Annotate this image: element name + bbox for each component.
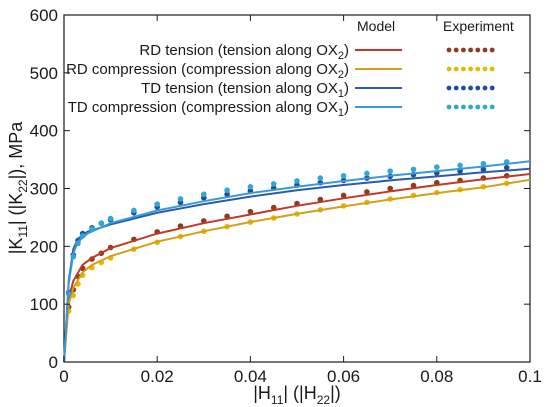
legend-experiment-swatch-dot bbox=[482, 66, 488, 72]
experiment-point bbox=[294, 178, 300, 184]
experiment-point bbox=[131, 207, 137, 214]
experiment-point bbox=[247, 183, 254, 190]
experiment-point bbox=[480, 160, 487, 167]
experiment-point bbox=[154, 201, 160, 207]
legend-entry-2: RD compression (compression along OX2) bbox=[66, 61, 495, 81]
x-tick-label: 0.1 bbox=[518, 367, 542, 386]
experiment-point bbox=[503, 164, 510, 171]
legend-label: RD compression (compression along OX2) bbox=[66, 61, 349, 81]
experiment-point bbox=[387, 168, 394, 174]
experiment-point bbox=[98, 220, 105, 226]
legend-experiment-swatch-dot bbox=[489, 66, 495, 72]
legend-experiment-swatch-dot bbox=[482, 47, 488, 53]
x-tick-label: 0.04 bbox=[234, 367, 267, 386]
experiment-point bbox=[177, 196, 184, 202]
y-tick-label: 0 bbox=[49, 353, 58, 372]
legend-experiment-swatch-dot bbox=[446, 85, 452, 91]
legend-rows: RD tension (tension along OX2)RD compres… bbox=[66, 42, 495, 119]
experiment-point bbox=[457, 162, 463, 169]
legend-label: RD tension (tension along OX2) bbox=[139, 42, 349, 62]
legend-experiment-swatch-dot bbox=[453, 47, 459, 53]
legend-experiment-swatch-dot bbox=[475, 85, 481, 91]
legend-experiment-swatch-dot bbox=[475, 66, 481, 72]
tick-layer: 0 0.02 0.04 0.06 0.08 0.1 0 100 200 300 400 500 600 bbox=[30, 6, 542, 386]
legend-experiment-swatch-dot bbox=[453, 85, 459, 91]
model-line bbox=[63, 178, 531, 363]
y-tick-label: 300 bbox=[30, 180, 58, 199]
x-tick-label: 0.02 bbox=[141, 367, 174, 386]
series-3 bbox=[63, 164, 531, 363]
experiment-point bbox=[224, 191, 230, 198]
legend-experiment-swatch-dot bbox=[468, 85, 473, 91]
legend-header-model: Model bbox=[357, 18, 395, 34]
legend-experiment-swatch-dot bbox=[468, 66, 473, 72]
legend-entry-3: TD tension (tension along OX1) bbox=[141, 80, 495, 100]
x-tick-label: 0.06 bbox=[327, 367, 360, 386]
legend-experiment-swatch-dot bbox=[446, 66, 452, 72]
legend-label: TD tension (tension along OX1) bbox=[141, 80, 349, 100]
legend-experiment-swatch-dot bbox=[489, 85, 495, 91]
experiment-point bbox=[364, 170, 370, 177]
experiment-point bbox=[247, 208, 254, 215]
x-axis-title: |H11| (|H22|) bbox=[253, 383, 341, 407]
legend-experiment-swatch-dot bbox=[446, 47, 452, 53]
y-tick-label: 600 bbox=[30, 6, 58, 25]
series-2 bbox=[63, 178, 531, 363]
legend-experiment-swatch-dot bbox=[489, 104, 495, 110]
legend-entry-4: TD compression (compression along OX1) bbox=[68, 99, 495, 119]
legend-experiment-swatch-dot bbox=[468, 47, 473, 53]
y-tick-label: 400 bbox=[30, 122, 58, 141]
experiment-point bbox=[340, 192, 347, 199]
legend-experiment-swatch-dot bbox=[461, 47, 466, 53]
model-line bbox=[63, 160, 531, 363]
legend-experiment-swatch-dot bbox=[453, 104, 459, 110]
legend: Model Experiment RD tension (tension alo… bbox=[66, 18, 514, 119]
legend-experiment-swatch-dot bbox=[468, 104, 473, 110]
experiment-point bbox=[270, 181, 277, 187]
series-1 bbox=[63, 172, 531, 363]
legend-experiment-swatch-dot bbox=[482, 104, 488, 110]
legend-label: TD compression (compression along OX1) bbox=[68, 99, 349, 119]
y-tick-label: 500 bbox=[30, 64, 58, 83]
legend-experiment-swatch-dot bbox=[489, 47, 495, 53]
experiment-point bbox=[410, 166, 417, 173]
legend-experiment-swatch-dot bbox=[453, 66, 459, 72]
legend-experiment-swatch-dot bbox=[461, 104, 466, 110]
y-tick-label: 100 bbox=[30, 295, 58, 314]
x-tick-label: 0 bbox=[59, 367, 68, 386]
experiment-point bbox=[480, 166, 487, 173]
experiment-point bbox=[224, 187, 230, 194]
y-axis-title: |K11| (|K22|), MPa bbox=[6, 121, 30, 255]
experiment-point bbox=[317, 175, 324, 181]
legend-experiment-swatch-dot bbox=[475, 104, 481, 110]
legend-experiment-swatch-dot bbox=[475, 47, 481, 53]
series-layer bbox=[63, 159, 531, 363]
legend-experiment-swatch-dot bbox=[446, 104, 452, 110]
legend-header-experiment: Experiment bbox=[443, 18, 514, 34]
x-tick-label: 0.08 bbox=[420, 367, 453, 386]
legend-experiment-swatch-dot bbox=[461, 66, 466, 72]
legend-experiment-swatch-dot bbox=[461, 85, 466, 91]
model-line bbox=[63, 167, 531, 363]
experiment-point bbox=[434, 164, 440, 170]
legend-experiment-swatch-dot bbox=[482, 85, 488, 91]
series-4 bbox=[63, 159, 531, 363]
experiment-point bbox=[107, 215, 114, 222]
model-line bbox=[63, 173, 531, 363]
legend-entry-1: RD tension (tension along OX2) bbox=[139, 42, 495, 62]
experiment-point bbox=[364, 189, 370, 195]
experiment-point bbox=[340, 172, 347, 179]
plot-area: 0 0.02 0.04 0.06 0.08 0.1 0 100 200 300 400 500 600 bbox=[30, 6, 542, 386]
y-tick-label: 200 bbox=[30, 237, 58, 256]
experiment-point bbox=[387, 185, 394, 192]
experiment-point bbox=[201, 191, 207, 198]
